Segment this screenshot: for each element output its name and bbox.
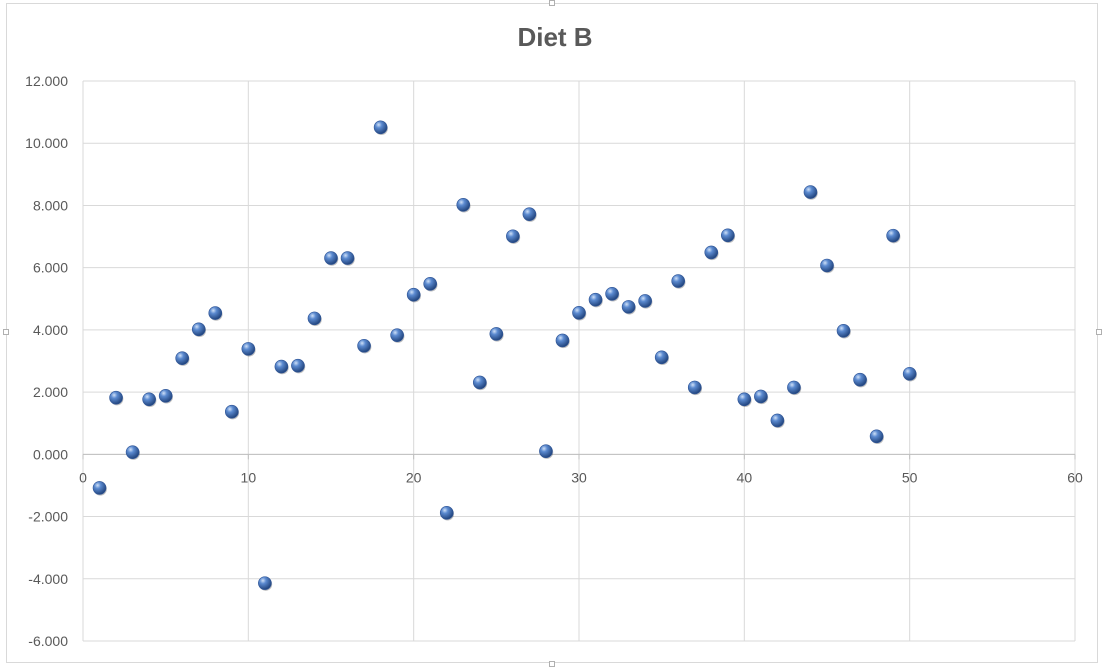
- x-tick-label: 10: [241, 469, 257, 485]
- data-point: [258, 576, 273, 591]
- data-point: [621, 300, 636, 315]
- data-point: [373, 120, 388, 136]
- x-tick-label: 40: [737, 469, 753, 485]
- x-tick-label: 0: [79, 469, 87, 485]
- data-point: [291, 358, 306, 374]
- data-point: [605, 286, 620, 302]
- data-point: [225, 404, 240, 420]
- data-point: [142, 392, 157, 407]
- x-tick-label: 30: [571, 469, 587, 485]
- data-point: [125, 445, 140, 460]
- data-point: [506, 229, 521, 244]
- data-point: [158, 389, 173, 404]
- data-point: [555, 333, 570, 349]
- chart-title: Diet B: [517, 22, 592, 52]
- data-point: [787, 380, 802, 396]
- x-tick-label: 20: [406, 469, 422, 485]
- data-point: [472, 375, 488, 391]
- y-tick-label: -2.000: [28, 509, 68, 525]
- y-tick-label: 6.000: [33, 260, 68, 276]
- data-point: [886, 228, 901, 244]
- data-point: [208, 306, 223, 321]
- data-point: [853, 372, 868, 388]
- resize-handle-top[interactable]: [549, 0, 555, 6]
- y-tick-label: -6.000: [28, 633, 68, 649]
- data-point: [423, 277, 438, 292]
- data-point: [654, 350, 669, 365]
- data-point: [869, 429, 884, 444]
- data-point: [324, 251, 339, 266]
- y-tick-label: -4.000: [28, 571, 68, 587]
- data-point: [241, 342, 256, 357]
- data-point: [902, 366, 917, 382]
- data-point: [836, 324, 851, 339]
- data-point: [92, 481, 107, 496]
- data-point: [340, 251, 355, 266]
- grid-lines: [82, 80, 1076, 642]
- y-tick-label: 0.000: [33, 446, 68, 462]
- data-point: [406, 287, 421, 303]
- resize-handle-left[interactable]: [3, 329, 9, 335]
- y-tick-label: 12.000: [25, 73, 68, 89]
- data-point: [638, 294, 653, 309]
- data-point: [737, 392, 752, 407]
- y-tick-label: 10.000: [25, 135, 68, 151]
- axes: [82, 453, 1076, 460]
- y-tick-label: 4.000: [33, 322, 68, 338]
- data-point: [820, 258, 835, 274]
- data-point: [191, 322, 207, 337]
- data-points: [92, 120, 917, 591]
- data-point: [572, 305, 587, 321]
- data-point: [109, 390, 124, 406]
- data-point: [588, 292, 603, 308]
- y-tick-labels: 12.000 10.000 8.000 6.000 4.000 2.000 0.000 -2.…: [25, 73, 68, 649]
- x-tick-labels: 0 10 20 30 40 50 60: [79, 469, 1083, 485]
- data-point: [489, 327, 504, 342]
- data-point: [522, 207, 537, 222]
- x-tick-label: 60: [1067, 469, 1083, 485]
- y-tick-label: 2.000: [33, 384, 68, 400]
- data-point: [175, 351, 190, 366]
- data-point: [803, 185, 818, 200]
- data-point: [770, 413, 785, 429]
- data-point: [439, 506, 455, 521]
- resize-handle-bottom[interactable]: [549, 661, 555, 667]
- data-point: [754, 389, 769, 405]
- data-point: [539, 444, 554, 459]
- data-point: [307, 311, 322, 327]
- data-point: [390, 328, 405, 343]
- data-point: [671, 274, 686, 289]
- data-point: [687, 380, 703, 396]
- data-point: [704, 245, 719, 261]
- data-point: [456, 198, 471, 213]
- y-tick-label: 8.000: [33, 197, 68, 213]
- data-point: [357, 338, 372, 354]
- data-point: [274, 359, 289, 375]
- x-tick-label: 50: [902, 469, 918, 485]
- resize-handle-right[interactable]: [1096, 329, 1102, 335]
- data-point: [720, 228, 736, 244]
